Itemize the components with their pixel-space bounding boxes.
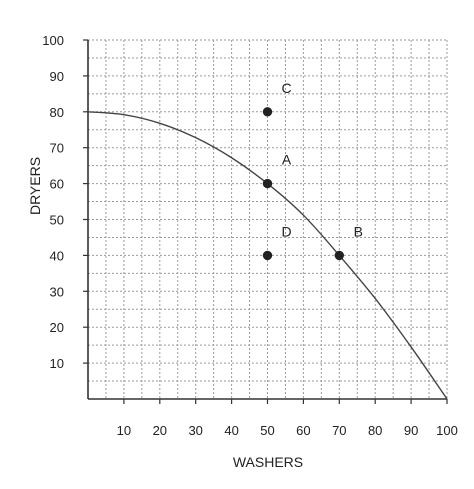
point-d bbox=[262, 250, 273, 261]
y-tick-label: 100 bbox=[42, 33, 64, 48]
y-tick-label: 50 bbox=[50, 213, 64, 228]
x-tick-label: 70 bbox=[332, 423, 346, 438]
y-tick-label: 10 bbox=[50, 356, 64, 371]
point-label-d: D bbox=[281, 223, 291, 239]
y-axis-label: DRYERS bbox=[27, 157, 43, 215]
grid bbox=[88, 39, 448, 399]
y-tick-label: 60 bbox=[50, 177, 64, 192]
point-b bbox=[334, 250, 344, 261]
y-tick-label: 70 bbox=[50, 141, 64, 156]
x-tick-label: 10 bbox=[117, 423, 131, 438]
y-tick-label: 40 bbox=[50, 248, 64, 263]
x-tick-label: 80 bbox=[368, 423, 382, 438]
x-tick-label: 50 bbox=[260, 423, 274, 438]
y-tick-label: 80 bbox=[50, 105, 64, 120]
x-tick-label: 100 bbox=[436, 423, 458, 438]
x-axis-label: WASHERS bbox=[233, 454, 303, 470]
points-layer: C A D B bbox=[262, 80, 363, 261]
y-tick-label: 30 bbox=[50, 284, 64, 299]
point-a bbox=[262, 178, 273, 189]
y-tick-label: 20 bbox=[50, 320, 64, 335]
point-label-c: C bbox=[281, 80, 291, 96]
x-tick-label: 60 bbox=[296, 423, 310, 438]
x-tick-label: 90 bbox=[404, 423, 418, 438]
tick-labels: 10 20 30 40 50 60 70 80 90 100 10 20 30 40 50 60 70 80 90 1… bbox=[42, 33, 458, 438]
y-tick-label: 90 bbox=[50, 69, 64, 84]
point-label-b: B bbox=[354, 223, 363, 239]
x-tick-label: 40 bbox=[224, 423, 238, 438]
x-tick-label: 30 bbox=[188, 423, 202, 438]
x-tick-label: 20 bbox=[153, 423, 167, 438]
point-c bbox=[262, 107, 273, 117]
axes bbox=[83, 39, 448, 404]
point-label-a: A bbox=[282, 152, 292, 168]
